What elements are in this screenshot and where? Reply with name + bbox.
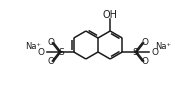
Text: Na⁺: Na⁺	[25, 41, 41, 50]
Text: Na⁺: Na⁺	[155, 41, 171, 50]
Text: S: S	[132, 48, 138, 57]
Text: OH: OH	[103, 10, 118, 20]
Text: S: S	[58, 48, 64, 57]
Text: O: O	[37, 48, 44, 57]
Text: O: O	[142, 58, 149, 67]
Text: O: O	[152, 48, 159, 57]
Text: O: O	[47, 38, 54, 47]
Text: O: O	[142, 38, 149, 47]
Text: O: O	[47, 58, 54, 67]
